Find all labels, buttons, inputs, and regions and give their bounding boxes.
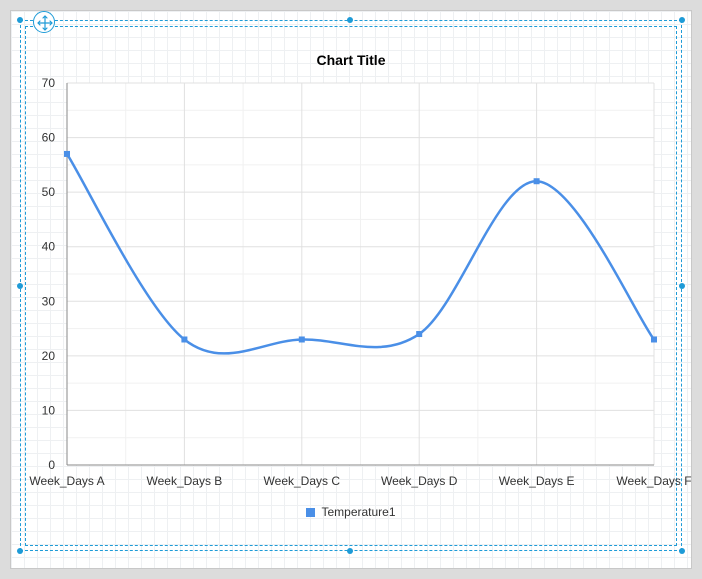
selection-frame-inner[interactable] [25,26,677,546]
y-tick-label: 50 [42,185,56,199]
chart-legend: Temperature1 [0,505,702,519]
y-tick-label: 0 [48,458,55,472]
resize-handle-top-right[interactable] [679,17,685,23]
x-tick-label: Week_Days F [616,474,691,488]
resize-handle-top[interactable] [347,17,353,23]
y-tick-label: 30 [42,294,56,308]
data-point-marker [416,331,423,338]
data-point-marker [651,336,657,343]
data-point-marker [181,336,188,343]
chart-title: Chart Title [316,52,386,68]
resize-handle-left[interactable] [17,283,23,289]
x-tick-label: Week_Days C [264,474,341,488]
legend-swatch [306,507,316,517]
legend-label: Temperature1 [321,505,396,519]
y-tick-label: 70 [42,76,56,90]
y-tick-label: 10 [42,403,56,417]
y-tick-label: 20 [42,349,56,363]
data-point-marker [298,336,305,343]
x-tick-label: Week_Days D [381,474,458,488]
data-point-marker [533,178,540,185]
resize-handle-bottom[interactable] [347,548,353,554]
series-line-temperature1 [65,153,656,355]
resize-handle-bottom-right[interactable] [679,548,685,554]
y-tick-label: 60 [42,131,56,145]
x-tick-label: Week_Days E [499,474,575,488]
y-tick-label: 40 [42,240,56,254]
move-arrows-icon[interactable] [33,11,55,33]
resize-handle-right[interactable] [679,283,685,289]
x-tick-label: Week_Days B [146,474,222,488]
x-tick-label: Week_Days A [29,474,104,488]
data-point-marker [64,150,70,157]
resize-handle-bottom-left[interactable] [17,548,23,554]
resize-handle-top-left[interactable] [17,17,23,23]
